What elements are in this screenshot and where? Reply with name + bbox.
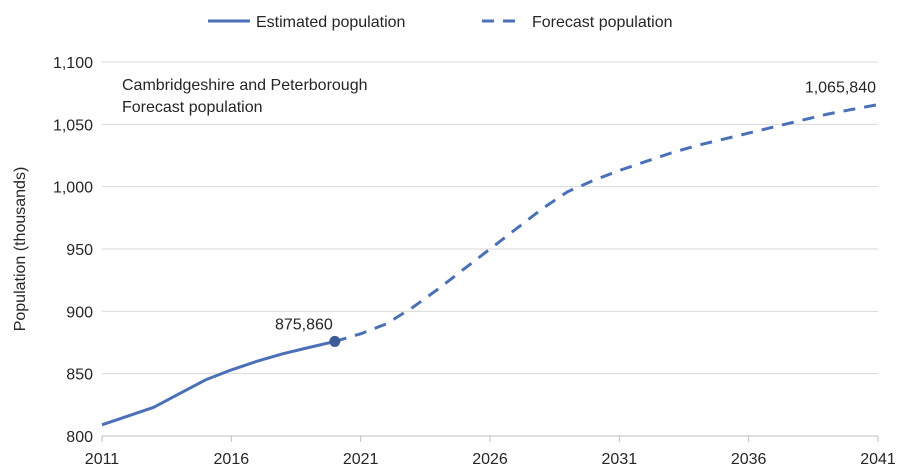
legend-label: Estimated population	[256, 14, 405, 31]
y-tick-label: 1,000	[53, 180, 93, 197]
x-tick-label: 2036	[731, 451, 767, 468]
x-tick-label: 2011	[85, 451, 120, 468]
y-tick-label: 800	[66, 429, 93, 446]
series-line-forecast-population	[334, 103, 879, 343]
legend-label: Forecast population	[532, 14, 673, 31]
y-tick-label: 850	[66, 367, 93, 384]
data-label: 875,860	[275, 316, 333, 333]
y-tick-label: 900	[66, 304, 93, 321]
x-tick-label: 2021	[343, 451, 379, 468]
data-point-marker	[329, 335, 341, 347]
data-label: 1,065,840	[805, 80, 876, 97]
annotation-text: Cambridgeshire and Peterborough	[122, 77, 367, 94]
y-tick-label: 1,100	[53, 55, 93, 72]
y-tick-label: 1,050	[53, 117, 93, 134]
y-axis-label: Population (thousands)	[12, 167, 29, 332]
x-tick-label: 2026	[472, 451, 508, 468]
x-tick-label: 2031	[602, 451, 638, 468]
annotation-text: Forecast population	[122, 99, 263, 116]
y-tick-label: 950	[66, 242, 93, 259]
series-line-estimated-population	[101, 339, 336, 427]
x-tick-label: 2041	[860, 451, 896, 468]
x-tick-label: 2016	[214, 451, 250, 468]
